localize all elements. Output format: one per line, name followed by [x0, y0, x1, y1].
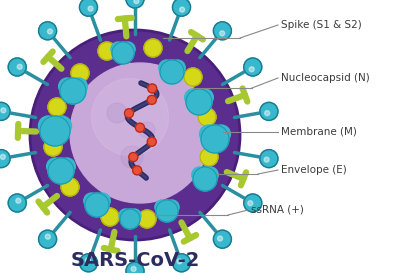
Circle shape [180, 7, 185, 12]
Circle shape [101, 208, 119, 226]
Circle shape [177, 259, 182, 264]
Circle shape [147, 137, 156, 146]
Circle shape [136, 123, 144, 132]
Circle shape [144, 39, 162, 57]
Text: Envelope (E): Envelope (E) [281, 165, 347, 175]
Circle shape [48, 158, 74, 184]
Circle shape [88, 6, 93, 11]
Circle shape [126, 0, 144, 8]
Circle shape [147, 95, 156, 104]
Circle shape [17, 64, 22, 69]
Circle shape [244, 194, 262, 212]
Circle shape [111, 42, 125, 56]
Text: ssRNA (+): ssRNA (+) [251, 205, 304, 215]
Circle shape [202, 167, 218, 183]
Text: Nucleocapsid (N): Nucleocapsid (N) [281, 73, 370, 83]
Circle shape [172, 0, 190, 16]
Circle shape [260, 150, 278, 168]
Circle shape [186, 89, 212, 115]
Circle shape [120, 209, 140, 229]
Circle shape [264, 157, 269, 162]
Circle shape [98, 42, 116, 60]
Circle shape [214, 230, 232, 248]
Circle shape [60, 78, 86, 104]
Circle shape [192, 167, 208, 183]
Circle shape [200, 125, 218, 143]
Circle shape [126, 262, 144, 273]
Circle shape [139, 122, 155, 138]
Circle shape [129, 153, 138, 162]
Circle shape [214, 22, 232, 40]
Circle shape [165, 200, 179, 214]
Circle shape [95, 193, 110, 209]
Circle shape [70, 78, 87, 95]
Circle shape [80, 254, 98, 272]
Circle shape [47, 158, 64, 175]
Circle shape [45, 234, 50, 239]
Circle shape [220, 31, 225, 36]
Circle shape [160, 60, 184, 84]
Circle shape [38, 116, 58, 135]
Circle shape [172, 254, 190, 272]
Circle shape [200, 148, 218, 166]
Circle shape [38, 230, 56, 248]
Circle shape [124, 109, 134, 118]
Circle shape [128, 209, 141, 222]
Circle shape [133, 166, 142, 175]
Circle shape [92, 79, 168, 156]
Circle shape [249, 67, 254, 72]
Circle shape [156, 200, 178, 222]
Circle shape [121, 146, 143, 168]
Circle shape [134, 0, 139, 4]
Circle shape [112, 42, 134, 64]
Circle shape [59, 78, 76, 95]
Circle shape [107, 103, 127, 123]
Circle shape [193, 167, 217, 191]
Circle shape [85, 193, 109, 217]
Circle shape [16, 198, 21, 203]
Text: SARS-CoV-2: SARS-CoV-2 [70, 251, 200, 269]
Circle shape [138, 210, 156, 228]
Circle shape [85, 258, 90, 263]
Circle shape [70, 63, 210, 203]
Circle shape [38, 22, 56, 40]
Circle shape [80, 0, 98, 16]
Circle shape [52, 116, 72, 135]
Circle shape [170, 60, 185, 76]
Circle shape [260, 102, 278, 120]
Circle shape [248, 201, 253, 206]
Circle shape [58, 158, 75, 175]
Text: Membrane (M): Membrane (M) [281, 127, 357, 137]
Circle shape [201, 125, 229, 153]
Circle shape [48, 29, 52, 34]
Text: Spike (S1 & S2): Spike (S1 & S2) [281, 20, 362, 30]
Circle shape [1, 108, 6, 113]
Circle shape [184, 68, 202, 86]
Circle shape [61, 178, 79, 196]
Circle shape [155, 200, 169, 214]
Circle shape [84, 193, 99, 209]
Circle shape [218, 236, 222, 241]
Circle shape [196, 89, 213, 106]
Circle shape [30, 30, 240, 240]
Circle shape [8, 194, 26, 212]
Circle shape [8, 58, 26, 76]
Circle shape [131, 266, 136, 271]
Circle shape [198, 108, 216, 126]
Circle shape [44, 138, 62, 156]
Circle shape [0, 154, 5, 159]
Circle shape [148, 84, 157, 93]
Circle shape [244, 58, 262, 76]
Circle shape [121, 42, 135, 56]
Circle shape [71, 64, 89, 82]
Circle shape [119, 209, 132, 222]
Circle shape [0, 150, 10, 168]
Circle shape [40, 116, 70, 146]
Circle shape [0, 102, 10, 120]
Circle shape [185, 89, 202, 106]
Circle shape [48, 98, 66, 116]
Circle shape [212, 125, 230, 143]
Circle shape [265, 111, 270, 116]
Circle shape [159, 60, 174, 76]
